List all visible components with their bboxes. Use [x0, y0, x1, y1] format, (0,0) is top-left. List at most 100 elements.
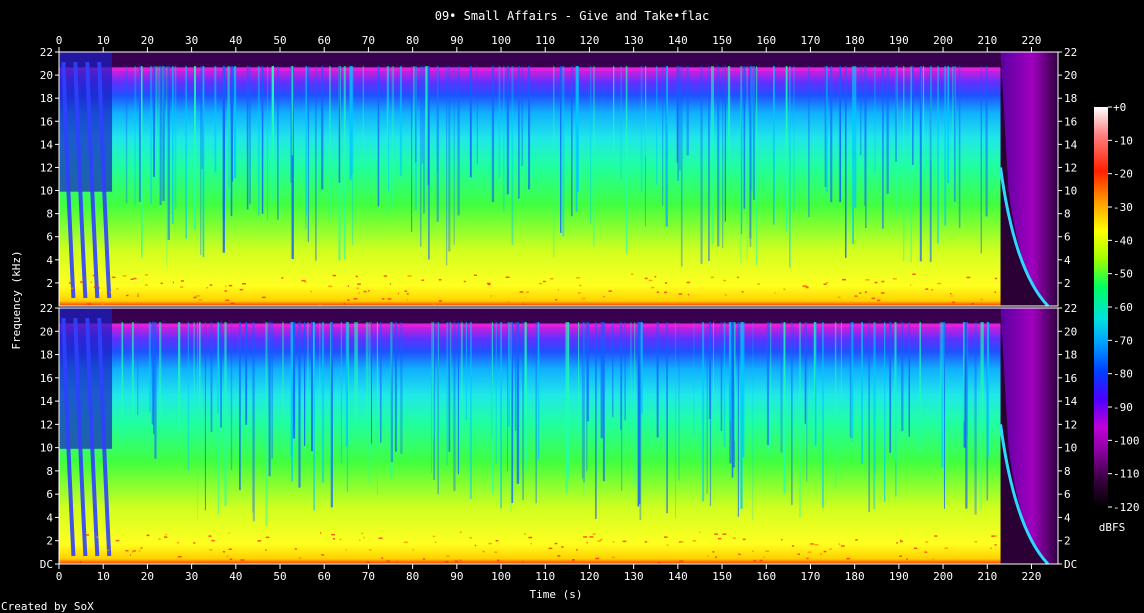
bass-energy [109, 291, 112, 294]
bass-energy [724, 294, 727, 296]
transient-streak [155, 66, 158, 197]
transient-streak [193, 322, 195, 438]
bass-energy [631, 273, 634, 275]
transient-streak [586, 322, 588, 472]
bass-energy [122, 275, 127, 277]
transient-streak [423, 66, 425, 214]
bass-energy [934, 535, 938, 537]
transient-streak [804, 322, 806, 424]
bass-energy [281, 277, 284, 279]
transient-streak [261, 66, 264, 214]
bass-energy [554, 542, 558, 545]
bass-energy [561, 546, 564, 548]
transient-streak [319, 322, 321, 427]
bass-energy [664, 282, 667, 284]
bass-energy [622, 540, 627, 543]
transient-streak [840, 322, 842, 481]
x-tick-label-top: 90 [450, 34, 463, 47]
y-tick-label-right: 2 [1064, 535, 1071, 548]
transient-streak [625, 66, 628, 254]
bass-energy [991, 535, 995, 537]
bass-energy [805, 286, 809, 288]
plot-frame [58, 307, 1059, 565]
transient-streak [612, 322, 614, 418]
transient-streak [740, 322, 743, 509]
intro-sweep [85, 317, 100, 557]
spectrogram-plots [58, 51, 1059, 566]
bass-energy [990, 547, 992, 550]
bass-energy [741, 291, 744, 293]
transient-streak [839, 66, 841, 202]
transient-streak [724, 66, 726, 222]
transient-streak [728, 322, 732, 422]
transient-streak [305, 66, 307, 230]
transient-streak [717, 66, 720, 247]
transient-streak [731, 322, 734, 478]
bass-energy [980, 298, 983, 301]
x-tick-label-top: 30 [185, 34, 198, 47]
transient-streak [967, 322, 969, 438]
transient-streak [908, 322, 910, 437]
transient-streak [621, 322, 623, 492]
colorbar-tick-label: +0 [1113, 101, 1126, 114]
transient-streak [980, 66, 982, 254]
transient-streak [576, 66, 579, 192]
transient-streak [307, 322, 309, 425]
transient-streak [711, 66, 714, 245]
transient-streak [882, 66, 884, 229]
bass-energy [644, 541, 648, 543]
transient-streak [449, 322, 452, 436]
transient-streak [678, 66, 681, 171]
transient-streak [265, 322, 268, 527]
bass-energy [881, 280, 885, 283]
bass-energy [854, 295, 858, 297]
transient-streak [268, 322, 271, 477]
transient-streak [528, 66, 531, 190]
transient-streak [895, 66, 897, 162]
x-tick-label-bottom: 220 [1022, 570, 1042, 583]
y-tick-label-right: 22 [1064, 46, 1077, 59]
bass-energy [855, 539, 858, 541]
bass-energy [581, 297, 586, 300]
bass-energy [158, 538, 161, 540]
transient-streak [436, 66, 439, 222]
y-tick-label-right: 18 [1064, 92, 1077, 105]
bass-energy [595, 557, 600, 560]
bass-energy [648, 279, 653, 282]
transient-streak [602, 322, 605, 482]
bass-energy [687, 293, 690, 296]
x-tick-label-bottom: 70 [362, 570, 375, 583]
y-tick-label-right: 12 [1064, 418, 1077, 431]
bass-energy [209, 284, 213, 286]
transient-streak [257, 66, 260, 216]
bass-energy [837, 296, 841, 298]
bass-energy [319, 303, 321, 306]
bass-energy [261, 296, 266, 299]
transient-streak [138, 66, 141, 202]
bass-energy [359, 539, 361, 542]
intro-sweep [97, 317, 112, 557]
transient-streak [460, 322, 463, 439]
transient-streak [952, 66, 954, 171]
x-tick-label-bottom: 170 [801, 570, 821, 583]
bass-energy [759, 559, 763, 562]
bass-energy [129, 554, 131, 556]
transient-streak [498, 66, 501, 179]
bass-energy [859, 292, 862, 294]
bass-energy [712, 551, 715, 553]
y-tick-label-left: 16 [40, 115, 53, 128]
bass-energy [823, 550, 827, 553]
bass-energy [412, 549, 414, 551]
transient-streak [224, 322, 227, 507]
transient-streak [793, 66, 795, 211]
transient-streak [963, 322, 966, 448]
x-tick-label-bottom: 140 [668, 570, 688, 583]
transient-streak [620, 322, 622, 430]
bass-energy [757, 283, 761, 285]
bass-energy [406, 299, 408, 301]
transient-streak [158, 66, 161, 174]
transient-streak [446, 66, 448, 266]
bass-energy [871, 297, 875, 300]
transient-streak [457, 66, 460, 216]
transient-streak [217, 322, 219, 414]
